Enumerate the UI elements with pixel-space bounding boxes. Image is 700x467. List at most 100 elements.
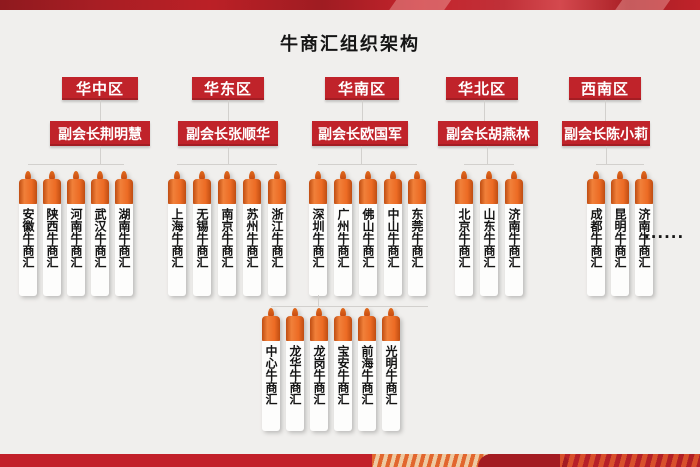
banner-head: [359, 179, 377, 204]
banner-head: [384, 179, 402, 204]
branch-banner-wuxi: 无锡牛商汇: [193, 171, 211, 296]
region-box-xinan: 西南区: [569, 77, 641, 100]
banner-head: [67, 179, 85, 204]
branch-label: 中心牛商汇: [264, 345, 278, 405]
connector-line: [100, 100, 101, 121]
banner-body: 成都牛商汇: [587, 204, 605, 296]
branch-label: 前海牛商汇: [360, 345, 374, 405]
banner-flame-icon: [365, 171, 371, 180]
banner-flame-icon: [49, 171, 55, 180]
banner-flame-icon: [268, 308, 274, 317]
region-label: 华南区: [337, 80, 386, 98]
branch-label: 东莞牛商汇: [410, 208, 424, 268]
branch-banner-zhongxin: 中心牛商汇: [262, 308, 280, 431]
branch-banner-baoan: 宝安牛商汇: [334, 308, 352, 431]
branch-banner-chengdu: 成都牛商汇: [587, 171, 605, 296]
banner-head: [310, 316, 328, 341]
page-title: 牛商汇组织架构: [280, 34, 420, 55]
connector-line: [596, 164, 644, 165]
branch-label: 佛山牛商汇: [361, 208, 375, 268]
banner-head: [635, 179, 653, 204]
banner-body: 河南牛商汇: [67, 204, 85, 296]
bottom-bar-stripes: [560, 454, 700, 467]
branch-label: 光明牛商汇: [384, 345, 398, 405]
banner-head: [358, 316, 376, 341]
vp-label: 副会长陈小莉: [564, 126, 648, 143]
branch-label: 北京牛商汇: [457, 208, 471, 268]
branch-banner-jinan: 济南牛商汇: [505, 171, 523, 296]
banner-body: 山东牛商汇: [480, 204, 498, 296]
banner-body: 北京牛商汇: [455, 204, 473, 296]
branch-label: 龙岗牛商汇: [312, 345, 326, 405]
banner-head: [334, 316, 352, 341]
branch-label: 中山牛商汇: [386, 208, 400, 268]
branch-banner-hunan: 湖南牛商汇: [115, 171, 133, 296]
banner-body: 武汉牛商汇: [91, 204, 109, 296]
branch-banner-anhui: 安徽牛商汇: [19, 171, 37, 296]
branch-banner-henan: 河南牛商汇: [67, 171, 85, 296]
branch-banner-guangming: 光明牛商汇: [382, 308, 400, 431]
connector-line: [487, 146, 488, 164]
banner-flame-icon: [274, 171, 280, 180]
banner-head: [587, 179, 605, 204]
region-label: 华北区: [457, 80, 506, 98]
connector-line: [228, 100, 229, 121]
banner-body: 龙岗牛商汇: [310, 341, 328, 431]
branch-label: 广州牛商汇: [336, 208, 350, 268]
banner-flame-icon: [73, 171, 79, 180]
connector-line: [100, 146, 101, 164]
banner-body: 中心牛商汇: [262, 341, 280, 431]
banner-head: [243, 179, 261, 204]
banner-flame-icon: [340, 171, 346, 180]
branch-label: 宝安牛商汇: [336, 345, 350, 405]
branch-label: 龙华牛商汇: [288, 345, 302, 405]
branch-label: 武汉牛商汇: [93, 208, 107, 268]
banner-head: [91, 179, 109, 204]
connector-line: [28, 164, 124, 165]
banner-body: 龙华牛商汇: [286, 341, 304, 431]
region-box-huadong: 华东区: [192, 77, 264, 100]
connector-line: [605, 100, 606, 121]
banner-flame-icon: [617, 171, 623, 180]
banner-body: 南京牛商汇: [218, 204, 236, 296]
banner-flame-icon: [593, 171, 599, 180]
banner-body: 湖南牛商汇: [115, 204, 133, 296]
banner-flame-icon: [249, 171, 255, 180]
banner-flame-icon: [121, 171, 127, 180]
branch-banner-shandong: 山东牛商汇: [480, 171, 498, 296]
branch-banner-guangzhou: 广州牛商汇: [334, 171, 352, 296]
vp-label: 副会长欧国军: [318, 126, 402, 143]
banner-head: [382, 316, 400, 341]
branch-banner-longhua: 龙华牛商汇: [286, 308, 304, 431]
vp-label: 副会长张顺华: [186, 126, 270, 143]
vp-box-xinan: 副会长陈小莉: [562, 121, 650, 146]
banner-body: 深圳牛商汇: [309, 204, 327, 296]
region-box-huazhong: 华中区: [62, 77, 138, 100]
branch-banner-zhejiang: 浙江牛商汇: [268, 171, 286, 296]
connector-line: [606, 146, 607, 164]
banner-head: [268, 179, 286, 204]
banner-flame-icon: [292, 308, 298, 317]
banner-flame-icon: [414, 171, 420, 180]
connector-line: [177, 164, 277, 165]
region-box-huabei: 华北区: [446, 77, 518, 100]
bottom-bar-arc: [478, 454, 570, 467]
branch-banner-zhongshan: 中山牛商汇: [384, 171, 402, 296]
region-label: 华东区: [203, 80, 252, 98]
banner-flame-icon: [390, 171, 396, 180]
branch-banner-suzhou: 苏州牛商汇: [243, 171, 261, 296]
banner-flame-icon: [340, 308, 346, 317]
banner-flame-icon: [316, 308, 322, 317]
branch-label: 济南牛商汇: [507, 208, 521, 268]
banner-flame-icon: [511, 171, 517, 180]
vp-box-huanan: 副会长欧国军: [312, 121, 408, 146]
vp-box-huabei: 副会长胡燕林: [438, 121, 538, 146]
branch-label: 安徽牛商汇: [21, 208, 35, 268]
banner-body: 前海牛商汇: [358, 341, 376, 431]
branch-label: 济南牛商汇: [637, 208, 651, 268]
branch-label: 河南牛商汇: [69, 208, 83, 268]
branch-banner-longgang: 龙岗牛商汇: [310, 308, 328, 431]
connector-line: [318, 164, 417, 165]
banner-body: 东莞牛商汇: [408, 204, 426, 296]
